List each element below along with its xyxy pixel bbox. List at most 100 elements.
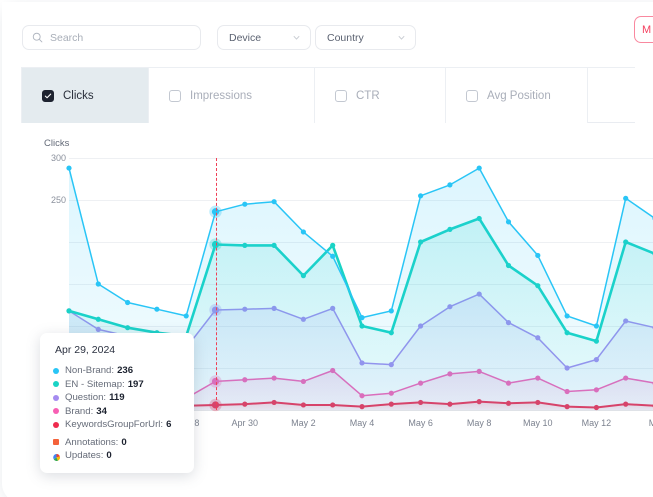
updates-icon	[53, 452, 61, 462]
series-marker-icon	[53, 381, 59, 388]
tooltip-row: Brand: 34	[53, 405, 182, 419]
x-axis-line	[69, 410, 653, 411]
search-icon	[32, 32, 43, 43]
tooltip-row-value: 0	[106, 450, 112, 461]
tab-avg-position-label: Avg Position	[487, 89, 551, 102]
data-point[interactable]	[388, 308, 394, 314]
x-axis-tick-label: May 6	[408, 418, 433, 428]
tab-clicks[interactable]: Clicks	[21, 67, 149, 123]
country-filter-select[interactable]: Country	[315, 25, 416, 50]
tooltip-row: EN - Sitemap: 197	[53, 378, 182, 392]
tooltip-row-label: EN - Sitemap:	[65, 378, 125, 390]
x-axis-tick-label: May 10	[523, 418, 553, 428]
series-area-non-brand	[69, 168, 653, 410]
data-point[interactable]	[564, 313, 570, 319]
tooltip-row-label: Question:	[65, 392, 107, 403]
data-point[interactable]	[125, 299, 131, 306]
checkbox-impressions[interactable]	[169, 89, 181, 102]
tooltip-rows: Non-Brand: 236 EN - Sitemap: 197 Question: 11…	[53, 364, 182, 463]
tooltip-date: Apr 29, 2024	[55, 344, 116, 356]
tooltip-row-value: 236	[117, 365, 134, 376]
data-point[interactable]	[242, 201, 248, 207]
data-point[interactable]	[330, 242, 336, 248]
data-point[interactable]	[300, 229, 306, 235]
y-axis-tick-label: 300	[50, 153, 66, 163]
tooltip-row-value: 0	[121, 436, 127, 448]
checkbox-clicks[interactable]	[42, 89, 54, 102]
checkbox-avg-position[interactable]	[466, 89, 478, 102]
search-input[interactable]	[50, 31, 190, 44]
tab-avg-position[interactable]: Avg Position	[446, 67, 588, 123]
data-point[interactable]	[271, 199, 277, 205]
data-point[interactable]	[505, 219, 512, 225]
data-point[interactable]	[476, 165, 482, 171]
search-box[interactable]	[22, 25, 201, 50]
tab-ctr-label: CTR	[356, 89, 380, 102]
tooltip-row-label: Non-Brand:	[65, 365, 115, 376]
tooltip-row-value: 6	[166, 419, 172, 430]
tooltip-row: Annotations: 0	[53, 436, 182, 450]
tooltip-row-value: 197	[127, 378, 144, 390]
data-point[interactable]	[183, 313, 189, 319]
device-filter-label: Device	[229, 31, 262, 44]
chart-tooltip: Apr 29, 2024 Non-Brand: 236 EN - Sitemap: 1…	[40, 333, 194, 473]
series-line-non-brand	[68, 167, 653, 327]
tooltip-row: Updates: 0	[53, 449, 182, 463]
x-axis-tick-label: Apr 30	[231, 418, 259, 428]
x-axis-tick-label: Ma	[648, 418, 653, 428]
x-axis-tick-label: May 12	[581, 418, 612, 428]
data-point[interactable]	[211, 208, 220, 216]
tab-impressions-label: Impressions	[190, 89, 252, 102]
series-marker-icon	[53, 421, 59, 428]
gridline	[69, 242, 653, 243]
data-point[interactable]	[359, 315, 365, 321]
annotation-marker-icon	[53, 439, 59, 446]
filter-bar: Device Country M	[2, 2, 653, 64]
data-point[interactable]	[418, 193, 424, 199]
tooltip-row-label: Updates:	[65, 450, 104, 461]
data-point[interactable]	[623, 195, 629, 201]
tooltip-row-value: 34	[96, 405, 107, 417]
y-axis-tick-label: 250	[50, 195, 66, 205]
tab-ctr[interactable]: CTR	[315, 67, 446, 123]
data-point[interactable]	[66, 165, 72, 171]
tooltip-row: Question: 119	[53, 391, 182, 405]
data-point[interactable]	[535, 252, 541, 259]
tooltip-row-label: Annotations:	[65, 436, 119, 448]
y-axis-title: Clicks	[44, 138, 70, 149]
gridline	[69, 200, 653, 201]
x-axis-tick-label: May 4	[349, 418, 375, 428]
country-filter-label: Country	[327, 31, 364, 44]
tooltip-row: KeywordsGroupForUrl: 6	[53, 418, 182, 432]
tab-impressions[interactable]: Impressions	[149, 67, 315, 123]
tooltip-row-label: KeywordsGroupForUrl:	[65, 419, 164, 430]
data-point[interactable]	[593, 323, 600, 329]
corner-action-button[interactable]: M	[634, 16, 653, 43]
chevron-down-icon	[397, 33, 406, 42]
chart-crosshair	[215, 158, 217, 410]
data-point[interactable]	[330, 253, 336, 259]
series-marker-icon	[53, 394, 59, 401]
data-point[interactable]	[154, 306, 160, 312]
chart-plot-area	[66, 158, 653, 412]
data-point[interactable]	[95, 281, 101, 287]
data-point[interactable]	[447, 182, 453, 188]
chevron-down-icon	[292, 33, 301, 42]
series-marker-icon	[53, 408, 59, 415]
tab-clicks-label: Clicks	[63, 89, 94, 102]
metric-tabs: Clicks Impressions CTR	[21, 67, 635, 123]
x-axis-tick-label: May 8	[466, 418, 492, 428]
corner-action-label: M	[642, 23, 652, 36]
checkbox-ctr[interactable]	[335, 89, 347, 102]
gridline	[69, 284, 653, 285]
tooltip-row-value: 119	[109, 392, 125, 403]
device-filter-select[interactable]: Device	[217, 25, 311, 50]
tabs-filler	[588, 67, 635, 122]
tooltip-row: Non-Brand: 236	[53, 364, 182, 378]
chart-series-layer	[66, 165, 653, 412]
gridline	[69, 158, 653, 159]
x-axis-tick-label: May 2	[291, 418, 316, 428]
